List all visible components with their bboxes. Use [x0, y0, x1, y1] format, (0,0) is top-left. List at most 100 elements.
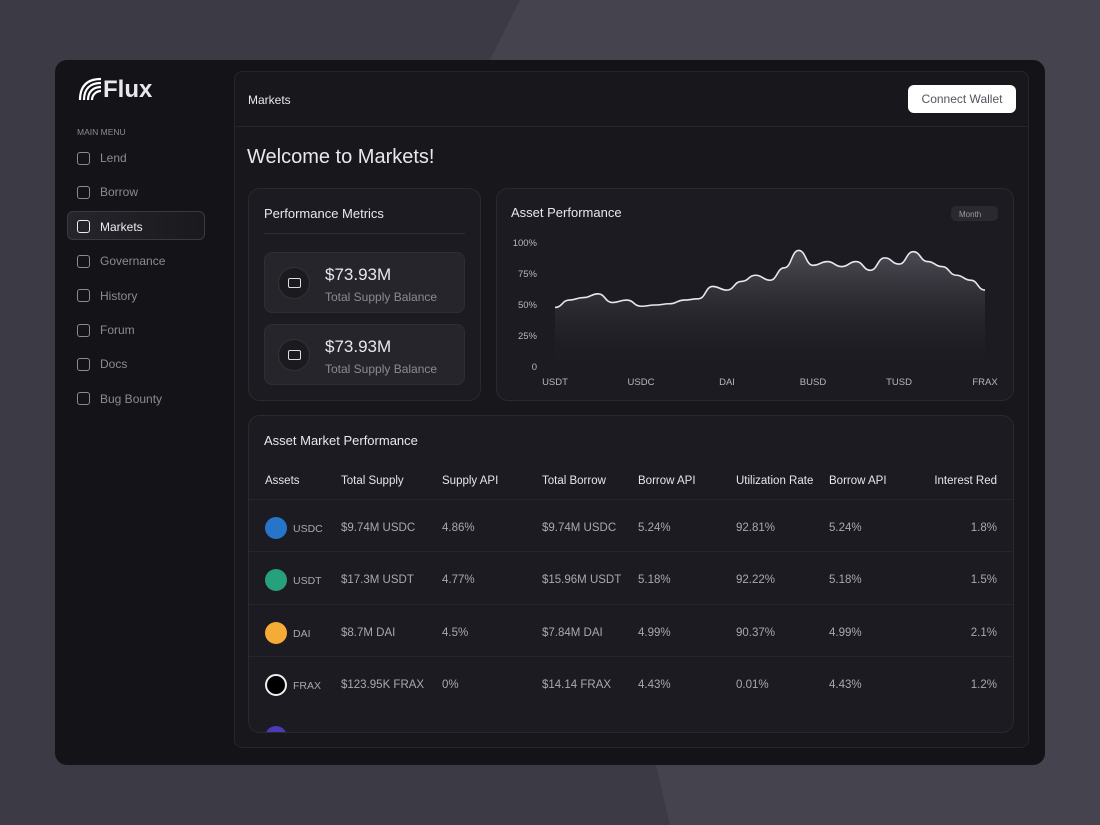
y-tick-label: 100%	[513, 238, 538, 249]
menu-label: MAIN MENU	[77, 127, 126, 137]
y-tick-label: 75%	[518, 269, 538, 280]
menu-icon	[77, 289, 90, 303]
wallet-icon	[278, 267, 310, 299]
column-header: Total Supply	[341, 475, 404, 487]
column-header: Borrow API	[829, 475, 887, 487]
x-tick-label: FRAX	[972, 377, 998, 388]
column-header: Supply API	[442, 475, 499, 487]
cell: 1.5%	[970, 574, 997, 587]
menu-item[interactable]: Markets	[77, 213, 143, 241]
wallet-icon	[278, 339, 310, 371]
column-header: Assets	[265, 475, 300, 487]
coin-icon	[265, 673, 287, 696]
period-dropdown[interactable]	[951, 206, 998, 221]
wallet-glyph	[288, 278, 301, 288]
menu-text: Lend	[100, 151, 127, 165]
metric-label: Total Supply Balance	[325, 290, 438, 304]
row-divider	[249, 499, 1013, 500]
cell: $14.14 FRAX	[542, 678, 612, 691]
metric-value: $73.93M	[325, 337, 392, 356]
active-highlight	[67, 210, 205, 240]
cell: 5.24%	[829, 522, 862, 534]
menu-text: Bug Bounty	[100, 391, 163, 406]
cell: 90.37%	[736, 626, 776, 639]
cell: 1.2%	[970, 678, 997, 691]
y-tick-label: 50%	[518, 300, 538, 311]
connect-wallet-button[interactable]: Connect Wallet	[908, 85, 1016, 113]
menu-item[interactable]: Lend	[77, 144, 127, 172]
cell: 4.43%	[638, 678, 671, 691]
cell: $7.84M DAI	[542, 626, 603, 639]
menu-item[interactable]: Forum	[77, 316, 135, 344]
coin-icon	[265, 621, 287, 644]
row-divider	[249, 551, 1013, 553]
x-tick-label: TUSD	[886, 377, 912, 388]
cell: 0.01%	[736, 678, 769, 691]
menu-icon	[77, 220, 90, 234]
cell: DAI	[293, 627, 311, 640]
menu-icon	[77, 323, 90, 337]
cell: $17.3M USDT	[341, 574, 414, 587]
menu-icon	[77, 185, 90, 199]
metric-label: Total Supply Balance	[325, 362, 438, 376]
logo-icon	[78, 77, 102, 101]
metric-value: $73.93M	[325, 265, 392, 284]
menu-icon	[77, 151, 90, 165]
menu-text: Forum	[100, 323, 135, 337]
cell: 92.81%	[736, 522, 776, 534]
cell: 1.8%	[970, 522, 997, 534]
cell: 4.5%	[442, 626, 469, 639]
menu-item[interactable]: Docs	[77, 350, 127, 378]
cell: USDT	[293, 575, 322, 588]
cell: 4.77%	[442, 574, 475, 587]
cell: 4.99%	[829, 626, 862, 639]
column-header: Total Borrow	[542, 475, 606, 487]
cell: $15.96M USDT	[542, 574, 622, 587]
cell: USDC	[293, 523, 323, 535]
menu-icon	[77, 254, 90, 268]
menu-text: Docs	[100, 357, 128, 372]
table-title: Asset Market Performance	[264, 433, 418, 448]
menu-text: Governance	[100, 254, 166, 269]
divider	[264, 233, 465, 234]
column-header: Borrow API	[638, 475, 696, 487]
x-tick-label: DAI	[719, 377, 735, 388]
coin-icon	[265, 726, 287, 732]
welcome: Welcome to Markets!	[247, 146, 435, 168]
cell: $123.95K FRAX	[341, 678, 425, 691]
cell: FRAX	[293, 679, 322, 692]
column-header: Interest Red	[934, 475, 997, 487]
y-tick-label: 0	[532, 362, 537, 373]
period-label: Month	[959, 210, 981, 219]
y-tick-label: 25%	[518, 331, 538, 342]
x-tick-label: USDT	[542, 377, 568, 388]
metrics-title: Performance Metrics	[264, 206, 384, 221]
cell: 5.18%	[638, 574, 671, 587]
menu-item[interactable]: Bug Bounty	[77, 385, 162, 413]
cell: 4.43%	[829, 678, 862, 691]
x-tick-label: BUSD	[800, 377, 827, 388]
menu-icon	[77, 392, 90, 406]
header-divider	[235, 126, 1028, 127]
cell: 5.24%	[638, 522, 671, 534]
cell: 5.18%	[829, 574, 862, 587]
cell: 4.86%	[442, 522, 475, 534]
line	[554, 249, 986, 309]
cell: 0%	[442, 678, 459, 691]
row-divider	[249, 655, 1013, 657]
menu-item[interactable]: Borrow	[77, 178, 138, 206]
menu-text: Borrow	[100, 185, 139, 200]
menu-item[interactable]: Governance	[77, 247, 165, 275]
menu-item[interactable]: History	[77, 282, 137, 310]
cell: 4.99%	[638, 626, 671, 639]
menu-icon	[77, 357, 90, 371]
cell: $9.74M USDC	[341, 522, 416, 534]
page-title: Markets	[248, 93, 291, 107]
row-divider	[249, 603, 1013, 605]
cell: $9.74M USDC	[542, 522, 617, 534]
coin-icon	[265, 569, 287, 592]
wallet-glyph	[288, 350, 301, 360]
cell: $8.7M DAI	[341, 626, 396, 639]
menu-text: History	[100, 288, 138, 303]
